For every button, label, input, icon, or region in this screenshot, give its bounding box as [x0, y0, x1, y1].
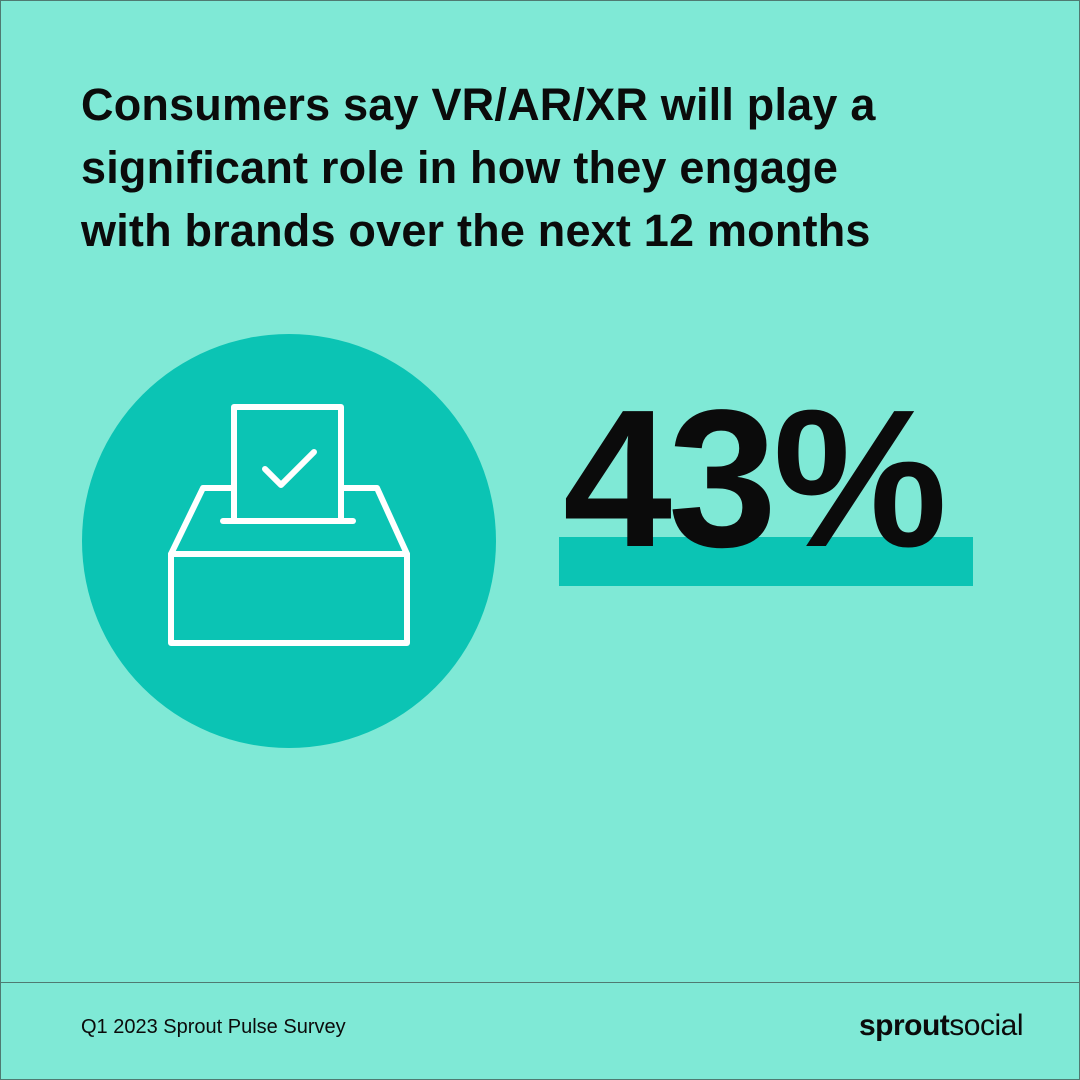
brand-light: social	[949, 1009, 1023, 1042]
source: Q1 2023 Sprout Pulse Survey	[81, 1016, 346, 1038]
stat-value: 43%	[563, 369, 947, 588]
ballot-icon	[82, 334, 496, 748]
footer-rule	[1, 982, 1079, 983]
title-line: with brands over the next 12 months	[81, 205, 871, 256]
ballot-box	[168, 404, 410, 646]
stat-highlight	[559, 537, 973, 586]
icon-circle	[82, 334, 496, 748]
brand-logo: sproutsocial	[858, 1009, 1024, 1043]
brand-bold: sprout	[858, 1009, 950, 1042]
title-line: significant role in how they engage	[81, 142, 839, 193]
title: Consumers say VR/AR/XR will play a signi…	[81, 73, 876, 262]
title-line: Consumers say VR/AR/XR will play a	[81, 79, 876, 130]
